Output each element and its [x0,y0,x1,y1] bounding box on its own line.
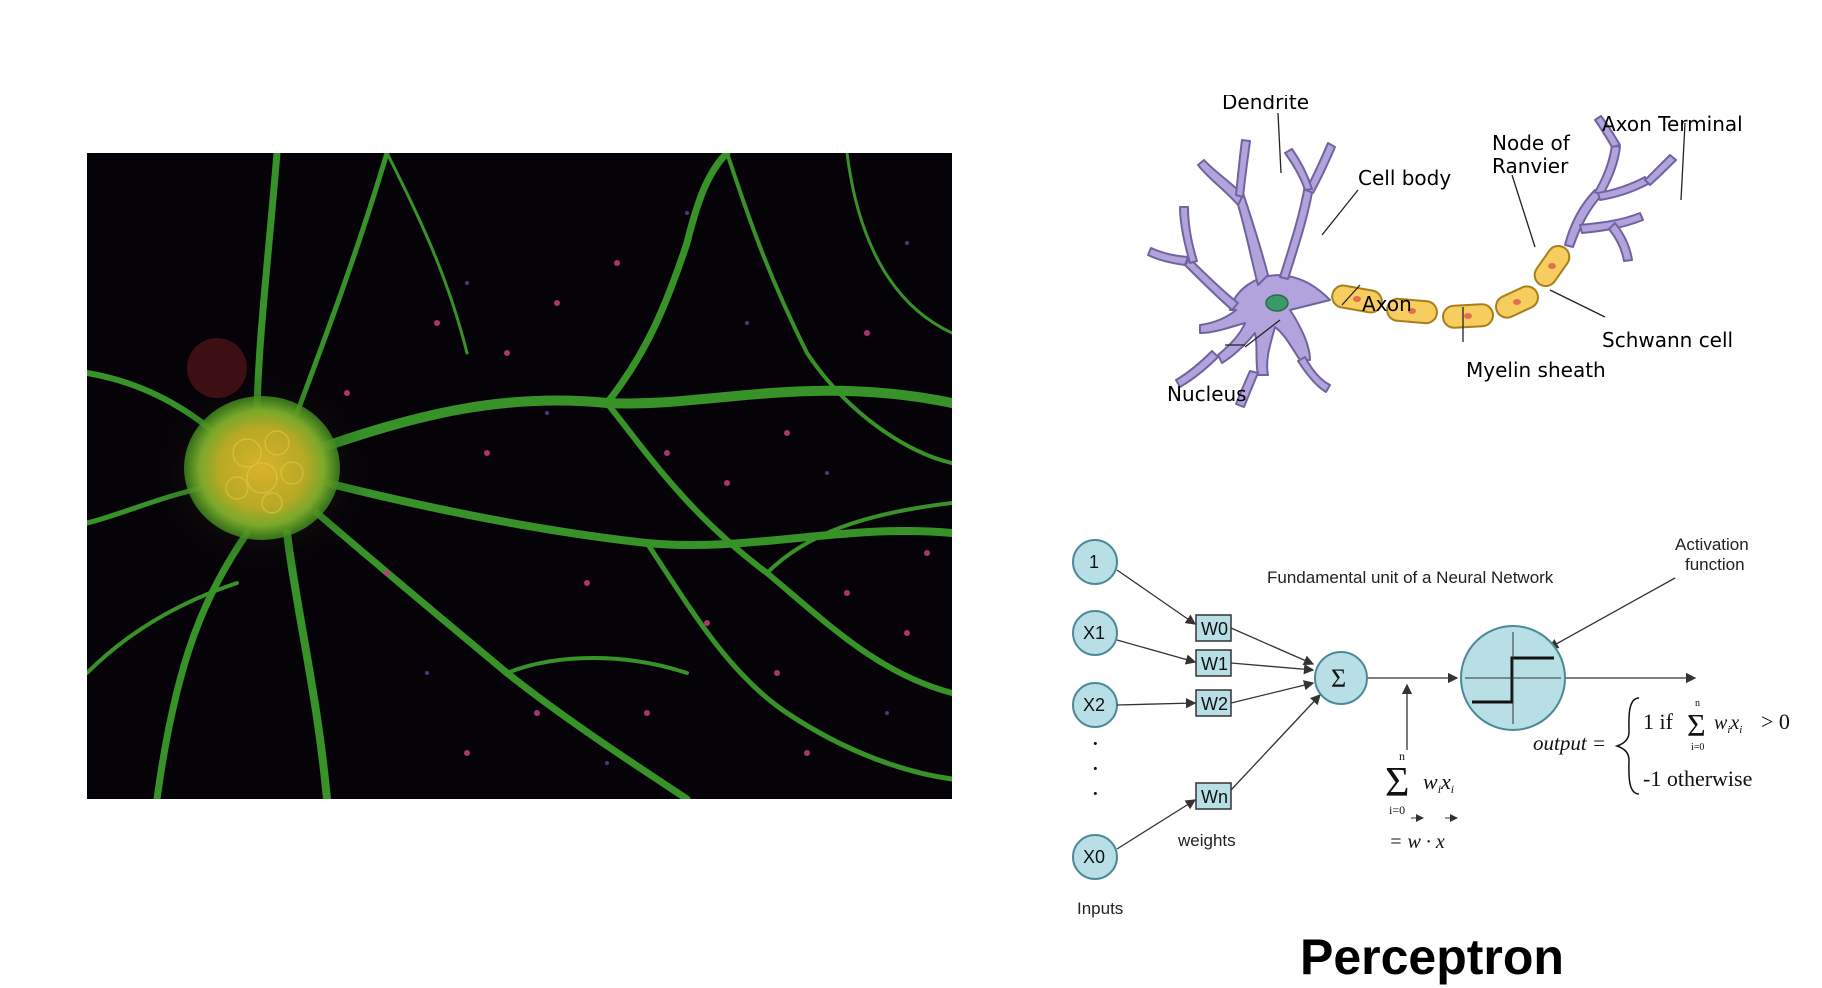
input-node-x1 [1072,610,1118,656]
input-ellipsis: · · · [1091,729,1100,808]
page-title: Perceptron [1300,929,1564,985]
sum-formula-sigma: Σ [1385,760,1409,806]
activation-label-2: function [1685,555,1745,574]
perceptron-diagram: Fundamental unit of a Neural Network Act… [1072,535,1790,918]
sum-formula-dot-product: = w · x [1389,831,1445,853]
output-case-1: 1 if [1643,709,1674,734]
sum-formula-lower: i=0 [1389,803,1405,817]
label-axon-terminal: Axon Terminal [1602,112,1743,136]
neuron-microscopy-image [87,153,952,799]
output-brace [1614,697,1640,795]
sum-node [1314,651,1368,705]
label-cell-body: Cell body [1358,166,1451,190]
activation-axes [1465,632,1561,724]
label-axon: Axon [1362,292,1412,316]
label-dendrite: Dendrite [1222,95,1309,114]
input-label-x1: X1 [1083,623,1105,643]
label-schwann-cell: Schwann cell [1602,328,1733,352]
sum-formula-upper: n [1399,749,1405,763]
input-label-bias: 1 [1089,552,1099,572]
weight-label-wn: Wn [1201,787,1228,807]
input-label-x2: X2 [1083,695,1105,715]
output-case-1-lower: i=0 [1691,742,1704,753]
label-node-of-ranvier-2: Ranvier [1492,154,1569,178]
input-label-x0: X0 [1083,847,1105,867]
weight-box-wn [1195,782,1232,810]
weight-label-w2: W2 [1201,694,1228,714]
output-label: output = [1533,731,1606,755]
weights-label: weights [1177,831,1236,850]
output-case-1-tail: > 0 [1761,709,1790,734]
axon-terminal-shape [1564,115,1677,262]
weight-label-w1: W1 [1201,654,1228,674]
input-node-bias [1072,539,1118,585]
svg-text:·: · [1091,729,1100,758]
label-node-of-ranvier-1: Node of [1492,131,1571,155]
output-case-1-upper: n [1695,698,1700,709]
perceptron-heading: Fundamental unit of a Neural Network [1267,568,1554,587]
weight-box-w0 [1195,614,1232,642]
weight-label-w0: W0 [1201,619,1228,639]
inputs-label: Inputs [1077,899,1123,918]
step-function-icon [1472,656,1554,704]
label-nucleus: Nucleus [1167,382,1247,406]
output-case-1-terms: wixi [1714,712,1742,736]
nucleus-shape [1265,294,1289,312]
input-node-x0 [1072,834,1118,880]
output-case-1-sigma: Σ [1687,707,1706,743]
neuron-anatomy-diagram: Dendrite Cell body Axon Nucleus Node of … [1147,95,1743,408]
svg-text:·: · [1091,779,1100,808]
output-case-2: -1 otherwise [1643,766,1752,791]
label-myelin-sheath: Myelin sheath [1466,358,1606,382]
activation-label-1: Activation [1675,535,1749,554]
svg-text:·: · [1091,754,1100,783]
sum-symbol: Σ [1331,664,1346,693]
sum-formula-terms: wixi [1423,769,1454,796]
dendrites-shape [1147,139,1336,408]
